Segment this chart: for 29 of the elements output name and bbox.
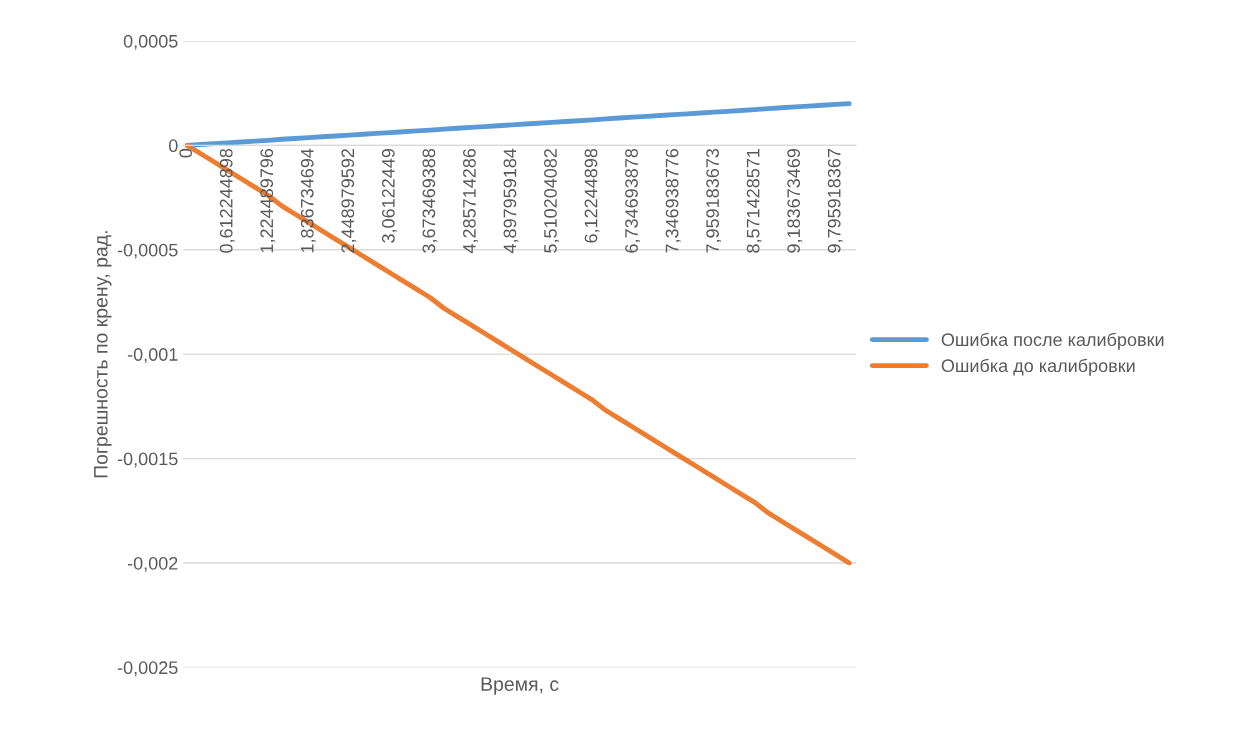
- x-tick-label: 4,897959184: [503, 148, 519, 254]
- line-series: [184, 101, 852, 148]
- x-axis-title: Время, с: [481, 677, 559, 695]
- x-tick-label: 6,734693878: [625, 148, 641, 253]
- y-tick-label: 0,0005: [123, 34, 178, 50]
- x-tick-label: 7,346938776: [665, 148, 681, 253]
- x-tick-label: 0,612244898: [219, 148, 235, 253]
- y-tick-label: -0,0025: [117, 661, 178, 677]
- y-tick-label: -0,001: [127, 348, 178, 364]
- y-tick-label: 0: [168, 139, 178, 153]
- legend-label: Ошибка до калибровки: [941, 358, 1135, 376]
- y-tick-label: -0,002: [127, 556, 178, 572]
- y-tick-label: -0,0015: [117, 452, 178, 468]
- legend-label: Ошибка после калибровки: [941, 332, 1164, 350]
- x-tick-label: 3,673469388: [422, 148, 438, 253]
- x-tick-label: 5,510204082: [544, 149, 559, 253]
- x-tick-label: 3,06122449: [381, 148, 397, 243]
- y-tick-label: -0,0005: [117, 243, 178, 259]
- x-tick-label: 6,12244898: [584, 148, 600, 243]
- x-tick-label: 9,795918367: [827, 149, 843, 253]
- x-tick-label: 4,285714286: [463, 148, 478, 254]
- x-tick-label: 1,224489796: [260, 148, 276, 253]
- x-tick-label: 8,571428571: [746, 149, 762, 253]
- x-tick-label: 2,448979592: [341, 149, 357, 253]
- y-axis-title: Погрешность по крену, рад.: [94, 231, 112, 478]
- x-tick-label: 0: [179, 148, 193, 158]
- x-tick-label: 9,183673469: [787, 148, 803, 253]
- x-tick-label: 7,959183673: [706, 148, 722, 253]
- x-tick-label: 1,836734694: [300, 148, 316, 253]
